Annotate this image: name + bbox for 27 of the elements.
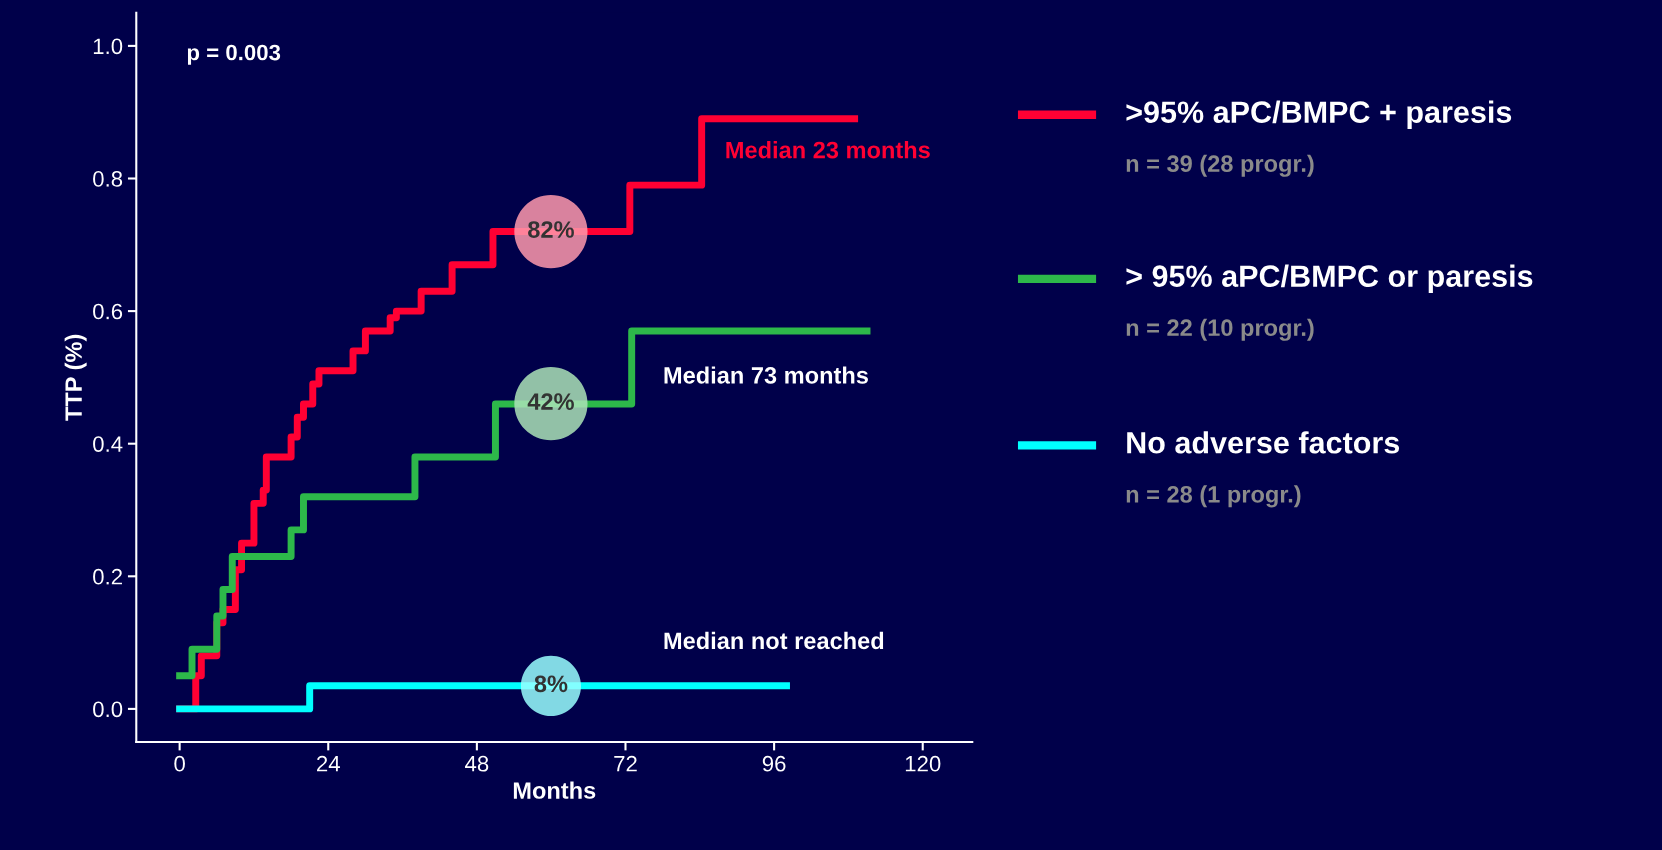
x-tick-label: 48	[465, 755, 489, 772]
y-tick-label: 1.0	[93, 38, 123, 55]
text: n = 39 (28 progr.)	[1126, 154, 1314, 177]
legend-label: >95% aPC/BMPC + paresis	[1126, 100, 1512, 129]
legend-label: No adverse factors	[1127, 431, 1400, 454]
y-tick-label: 0.6	[93, 303, 123, 320]
x-tick-label: 120	[905, 755, 941, 772]
text: n = 22 (10 progr.)	[1126, 318, 1314, 341]
y-tick-label: 0.0	[93, 701, 123, 718]
y-tick-label: 0.8	[93, 171, 123, 187]
text: n = 28 (1 progr.)	[1126, 485, 1301, 508]
annotation: 42%	[527, 393, 574, 410]
y-axis-title: TTP (%)	[64, 334, 87, 421]
x-tick-label: 24	[317, 755, 340, 772]
annotation: Median not reached	[664, 631, 884, 650]
x-tick-label: 96	[762, 755, 786, 772]
x-tick-label: 0	[174, 755, 185, 772]
annotation: p = 0.003	[187, 44, 281, 65]
annotation: 82%	[528, 221, 574, 238]
legend-label: > 95% aPC/BMPC or paresis	[1126, 264, 1533, 294]
x-axis-title: Months	[513, 781, 596, 799]
y-tick-label: 0.2	[93, 568, 122, 585]
y-tick-label: 0.4	[93, 436, 123, 452]
annotation: Median 73 months	[664, 366, 868, 384]
annotation: Median 23 months	[726, 141, 930, 159]
x-tick-label: 72	[614, 755, 637, 772]
annotation: 8%	[534, 675, 568, 693]
